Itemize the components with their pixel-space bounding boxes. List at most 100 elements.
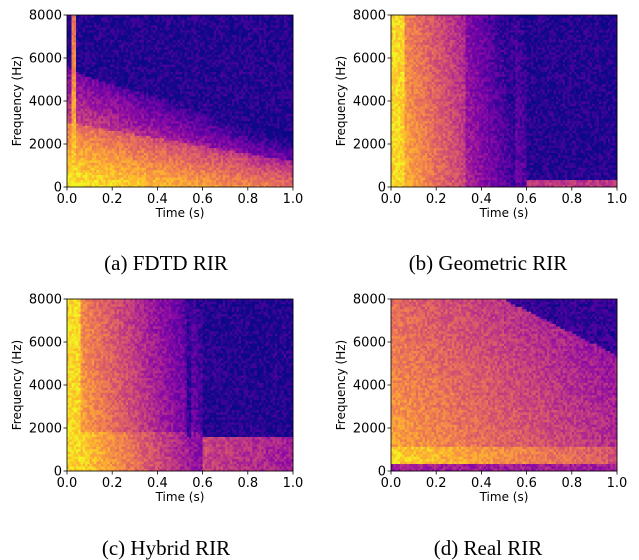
heatmap-cell <box>112 113 115 117</box>
heatmap-cell <box>139 167 142 171</box>
heatmap-cell <box>121 29 124 33</box>
heatmap-cell <box>132 15 136 18</box>
heatmap-cell <box>82 19 86 23</box>
heatmap-cell <box>139 103 142 107</box>
heatmap-cell <box>67 164 70 168</box>
heatmap-cell <box>128 96 131 99</box>
heatmap-cell <box>109 32 113 36</box>
heatmap-cell <box>89 147 93 151</box>
heatmap-cell <box>100 19 104 23</box>
heatmap-cell <box>143 120 147 124</box>
heatmap-cell <box>78 29 81 33</box>
heatmap-cell <box>73 15 77 18</box>
heatmap-cell <box>157 29 161 33</box>
heatmap-cell <box>146 164 149 168</box>
heatmap-cell <box>82 61 86 65</box>
heatmap-cell <box>107 118 111 122</box>
heatmap-cell <box>114 169 118 173</box>
heatmap-cell <box>125 91 129 95</box>
heatmap-cell <box>166 110 170 114</box>
heatmap-cell <box>148 174 152 178</box>
heatmap-cell <box>82 167 86 171</box>
heatmap-cell <box>173 155 176 158</box>
heatmap-cell <box>114 182 118 185</box>
heatmap-cell <box>78 78 81 82</box>
heatmap-cell <box>121 96 124 99</box>
heatmap-cell <box>121 91 124 95</box>
heatmap-cell <box>148 59 152 63</box>
heatmap-cell <box>100 152 104 156</box>
heatmap-cell <box>73 103 77 107</box>
heatmap-cell <box>157 184 161 188</box>
heatmap-cell <box>78 145 81 149</box>
heatmap-cell <box>105 91 109 95</box>
heatmap-cell <box>139 137 142 141</box>
heatmap-cell <box>82 118 86 122</box>
heatmap-cell <box>100 157 104 161</box>
heatmap-cell <box>130 184 133 188</box>
heatmap-cell <box>134 169 138 173</box>
heatmap-cell <box>69 22 72 26</box>
heatmap-cell <box>105 71 109 75</box>
heatmap-cell <box>134 101 138 104</box>
heatmap-cell <box>94 182 97 185</box>
heatmap-cell <box>89 177 93 181</box>
heatmap-cell <box>137 118 140 122</box>
heatmap-cell <box>96 115 100 119</box>
heatmap-cell <box>114 83 118 87</box>
heatmap-cell <box>109 115 113 119</box>
heatmap-cell <box>152 140 156 144</box>
heatmap-cell <box>89 91 93 95</box>
heatmap-cell <box>123 83 127 87</box>
heatmap-cell <box>128 22 131 26</box>
heatmap-cell <box>128 115 131 119</box>
heatmap-cell <box>164 132 167 136</box>
heatmap-cell <box>141 83 145 87</box>
heatmap-cell <box>128 73 131 77</box>
heatmap-cell <box>100 81 104 85</box>
heatmap-cell <box>112 15 115 18</box>
heatmap-cell <box>123 46 127 50</box>
heatmap-cell <box>109 24 113 28</box>
heatmap-cell <box>150 54 154 58</box>
heatmap-cell <box>78 91 81 95</box>
heatmap-cell <box>107 98 111 102</box>
heatmap-cell <box>107 56 111 60</box>
heatmap-cell <box>78 17 81 21</box>
heatmap-cell <box>161 110 165 114</box>
heatmap-cell <box>103 73 106 77</box>
heatmap-cell <box>155 110 158 114</box>
heatmap-cell <box>67 83 70 87</box>
heatmap-cell <box>109 159 113 163</box>
heatmap-cell <box>137 120 140 124</box>
heatmap-cell <box>141 145 145 149</box>
heatmap-cell <box>125 27 129 31</box>
heatmap-cell <box>152 88 156 92</box>
heatmap-cell <box>105 69 109 72</box>
heatmap-cell <box>85 39 88 43</box>
heatmap-cell <box>161 174 165 178</box>
heatmap-cell <box>152 81 156 85</box>
heatmap-cell <box>80 182 84 185</box>
heatmap-cell <box>173 184 176 188</box>
heatmap-cell <box>80 73 84 77</box>
heatmap-cell <box>141 101 145 104</box>
heatmap-cell <box>146 29 149 33</box>
heatmap-cell <box>123 29 127 33</box>
heatmap-cell <box>170 179 174 183</box>
heatmap-cell <box>112 118 115 122</box>
heatmap-cell <box>91 103 95 107</box>
heatmap-cell <box>100 34 104 38</box>
heatmap-cell <box>71 24 75 28</box>
heatmap-cell <box>103 15 106 18</box>
heatmap-cell <box>134 184 138 188</box>
heatmap-cell <box>105 81 109 85</box>
heatmap-cell <box>123 125 127 129</box>
heatmap-cell <box>134 120 138 124</box>
heatmap-cell <box>164 159 167 163</box>
heatmap-cell <box>89 115 93 119</box>
heatmap-cell <box>116 17 120 21</box>
heatmap-cell <box>173 162 176 166</box>
heatmap-cell <box>157 182 161 185</box>
heatmap-cell <box>85 76 88 80</box>
